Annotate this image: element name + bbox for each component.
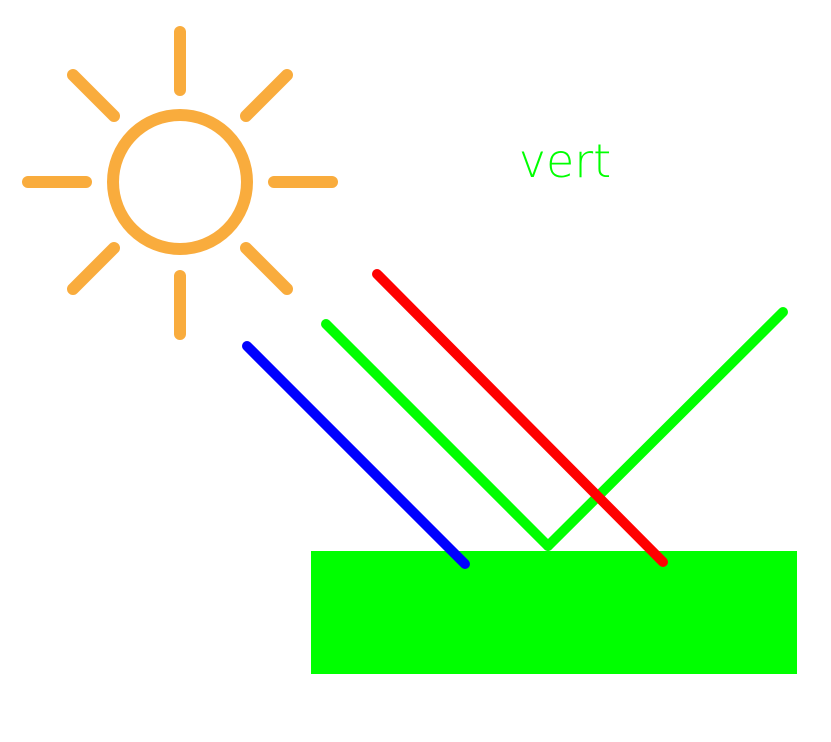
reflecting-surface — [311, 551, 797, 674]
ray-red-absorbed — [372, 269, 668, 567]
ray-green-reflected — [543, 307, 788, 551]
color-label: vert — [519, 134, 611, 188]
sun-ray-top-right — [240, 69, 293, 122]
ray-blue-absorbed — [242, 341, 470, 569]
sun-ray-bottom-left — [67, 242, 120, 295]
sun-icon — [22, 26, 338, 340]
sun-ray-top-left — [67, 69, 120, 122]
ray-green-incident — [321, 319, 553, 551]
sun-disc — [107, 109, 253, 255]
sun-ray-bottom-right — [240, 242, 293, 295]
